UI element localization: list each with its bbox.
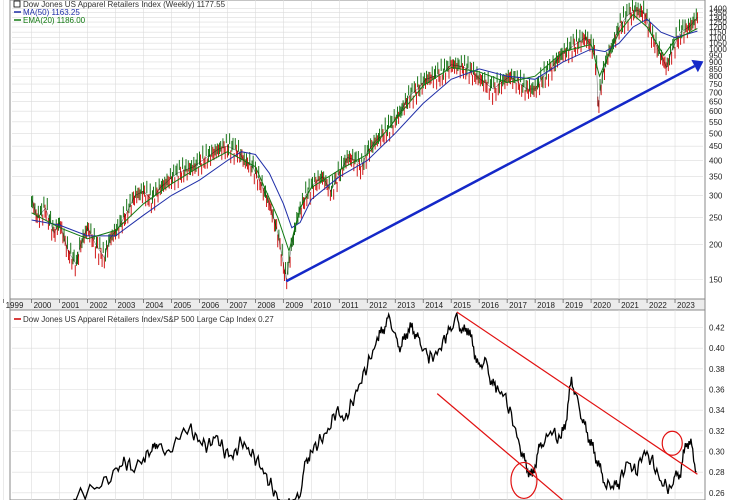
x-tick-label: 2019: [565, 301, 583, 310]
x-axis: 1999 2000 2001 2002 2003 2004 2005 2006 2007 2008…: [3, 299, 695, 310]
annotations: [285, 59, 704, 500]
upper-y-tick-label: 1300: [709, 13, 727, 22]
legend-ema20-label: EMA(20) 1186.00: [23, 16, 86, 25]
upper-y-tick-label: 300: [709, 191, 723, 200]
lower-y-tick-label: 0.36: [709, 386, 725, 395]
x-tick-label: 2011: [341, 301, 359, 310]
touch-circle-2017: [510, 461, 538, 500]
x-tick-label: 2003: [118, 301, 136, 310]
upper-chart-title: Dow Jones US Apparel Retailers Index (We…: [23, 0, 226, 9]
x-tick-label: 1999: [6, 301, 24, 310]
x-tick-label: 2012: [369, 301, 387, 310]
price-lines: [31, 9, 698, 280]
x-tick-label: 2000: [34, 301, 52, 310]
touch-circle-2023: [661, 430, 683, 456]
x-tick-label: 2016: [481, 301, 499, 310]
ema20-line: [31, 13, 698, 253]
upper-y-tick-label: 850: [709, 65, 723, 74]
upper-y-tick-label: 900: [709, 58, 723, 67]
lower-legend: Dow Jones US Apparel Retailers Index/S&P…: [14, 315, 274, 324]
x-tick-label: 2021: [621, 301, 639, 310]
x-tick-label: 2023: [677, 301, 695, 310]
x-tick-label: 2022: [649, 301, 667, 310]
upper-y-tick-label: 550: [709, 118, 723, 127]
upper-y-tick-label: 650: [709, 97, 723, 106]
channel-lower-line: [436, 393, 564, 500]
x-tick-label: 2001: [62, 301, 80, 310]
lower-chart-title: Dow Jones US Apparel Retailers Index/S&P…: [23, 315, 274, 324]
x-tick-label: 2006: [201, 301, 219, 310]
upper-y-tick-label: 1000: [709, 45, 727, 54]
upper-y-tick-label: 800: [709, 72, 723, 81]
upper-y-tick-label: 1150: [709, 28, 727, 37]
x-tick-label: 2017: [509, 301, 527, 310]
channel-upper-line: [456, 311, 698, 475]
upper-y-tick-label: 1050: [709, 39, 727, 48]
upper-y-tick-label: 250: [709, 214, 723, 223]
upper-y-tick-label: 950: [709, 51, 723, 60]
upper-y-tick-label: 700: [709, 88, 723, 97]
upper-y-tick-label: 150: [709, 276, 723, 285]
uptrend-arrow-line: [285, 64, 696, 283]
x-tick-label: 2008: [257, 301, 275, 310]
uptrend-arrow-head: [691, 59, 704, 73]
upper-y-tick-label: 1350: [709, 9, 727, 18]
lower-y-tick-label: 0.30: [709, 448, 725, 457]
price-line: [31, 9, 698, 280]
upper-y-tick-label: 450: [709, 142, 723, 151]
upper-panel-frame: [9, 0, 706, 300]
lower-y-axis: 0.26 0.28 0.30 0.32 0.34 0.36 0.38 0.40 0.42: [709, 324, 725, 498]
x-tick-label: 2009: [285, 301, 303, 310]
x-tick-label: 2014: [425, 301, 443, 310]
legend-swatch-price: [13, 0, 21, 8]
ma50-line: [31, 18, 698, 237]
x-tick-label: 2010: [313, 301, 331, 310]
upper-y-tick-label: 1100: [709, 34, 727, 43]
upper-y-tick-label: 500: [709, 129, 723, 138]
x-tick-label: 2007: [229, 301, 247, 310]
lower-y-tick-label: 0.26: [709, 489, 725, 498]
x-tick-label: 2013: [397, 301, 415, 310]
x-tick-label: 2004: [145, 301, 163, 310]
x-tick-label: 2005: [173, 301, 191, 310]
upper-y-tick-label: 400: [709, 156, 723, 165]
upper-y-tick-label: 200: [709, 241, 723, 250]
x-tick-label: 2020: [593, 301, 611, 310]
upper-y-tick-label: 1200: [709, 23, 727, 32]
ratio-lines: [73, 311, 697, 500]
lower-y-tick-label: 0.42: [709, 324, 725, 333]
upper-y-tick-label: 350: [709, 173, 723, 182]
x-tick-label: 2015: [453, 301, 471, 310]
legend-ma50-label: MA(50) 1163.25: [23, 8, 80, 17]
upper-y-tick-label: 750: [709, 80, 723, 89]
lower-y-tick-label: 0.32: [709, 427, 725, 436]
lower-y-tick-label: 0.38: [709, 365, 725, 374]
upper-y-tick-label: 1400: [709, 4, 727, 13]
x-tick-label: 2002: [90, 301, 108, 310]
x-tick-label: 2018: [537, 301, 555, 310]
lower-y-tick-label: 0.40: [709, 344, 725, 353]
upper-y-tick-label: 600: [709, 107, 723, 116]
upper-y-axis: 1502002503003504004505005506006507007508…: [709, 4, 727, 284]
lower-y-tick-label: 0.28: [709, 468, 725, 477]
ratio-line: [73, 311, 697, 500]
lower-y-tick-label: 0.34: [709, 406, 725, 415]
upper-y-tick-label: 1250: [709, 18, 727, 27]
upper-legend: Dow Jones US Apparel Retailers Index (We…: [13, 0, 226, 25]
